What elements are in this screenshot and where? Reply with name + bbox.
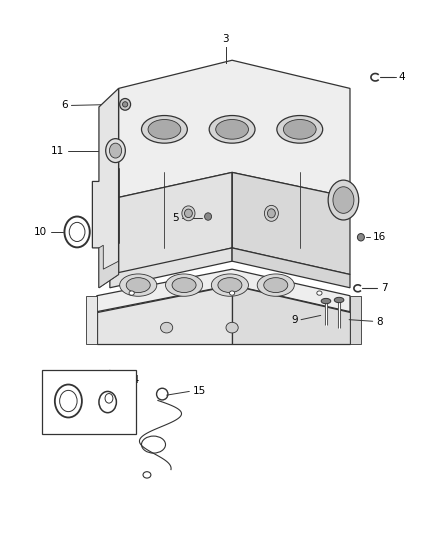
Text: 10: 10 — [33, 227, 46, 237]
Polygon shape — [119, 60, 350, 197]
Ellipse shape — [148, 119, 181, 139]
Polygon shape — [232, 248, 350, 288]
Ellipse shape — [172, 278, 196, 293]
Ellipse shape — [321, 298, 331, 304]
Ellipse shape — [110, 143, 122, 158]
Ellipse shape — [212, 274, 248, 296]
Ellipse shape — [218, 278, 242, 293]
Ellipse shape — [205, 213, 212, 220]
Text: 6: 6 — [62, 100, 68, 110]
Ellipse shape — [184, 209, 192, 217]
Text: 5: 5 — [172, 213, 179, 223]
Ellipse shape — [333, 187, 354, 213]
Text: 7: 7 — [381, 284, 388, 293]
Polygon shape — [97, 285, 232, 344]
Ellipse shape — [123, 102, 128, 107]
Ellipse shape — [357, 233, 364, 241]
Polygon shape — [99, 245, 119, 288]
Text: 9: 9 — [291, 314, 297, 325]
Text: 3: 3 — [222, 34, 229, 44]
Text: 4: 4 — [399, 72, 406, 82]
Text: 11: 11 — [51, 146, 64, 156]
Ellipse shape — [120, 274, 157, 296]
Ellipse shape — [257, 274, 294, 296]
Ellipse shape — [265, 205, 279, 221]
Polygon shape — [92, 88, 119, 288]
Ellipse shape — [120, 99, 131, 110]
Ellipse shape — [166, 274, 203, 296]
Ellipse shape — [277, 116, 323, 143]
Text: 15: 15 — [193, 386, 206, 397]
Ellipse shape — [230, 291, 235, 295]
Text: 16: 16 — [373, 232, 386, 243]
Polygon shape — [119, 172, 232, 274]
Polygon shape — [97, 269, 350, 312]
Polygon shape — [232, 285, 350, 344]
FancyBboxPatch shape — [42, 370, 136, 434]
Ellipse shape — [106, 139, 125, 163]
Ellipse shape — [317, 291, 322, 295]
Ellipse shape — [209, 116, 255, 143]
Ellipse shape — [283, 119, 316, 139]
Ellipse shape — [69, 222, 85, 241]
Ellipse shape — [268, 209, 276, 218]
Ellipse shape — [129, 291, 134, 295]
Text: 14: 14 — [127, 375, 141, 384]
Polygon shape — [350, 296, 361, 344]
Ellipse shape — [226, 322, 238, 333]
Ellipse shape — [264, 278, 288, 293]
Ellipse shape — [141, 116, 187, 143]
Ellipse shape — [160, 322, 173, 333]
Ellipse shape — [126, 278, 150, 293]
Text: 13: 13 — [46, 425, 59, 435]
Ellipse shape — [182, 206, 195, 221]
Polygon shape — [86, 296, 97, 344]
Polygon shape — [232, 172, 350, 274]
Ellipse shape — [216, 119, 248, 139]
Ellipse shape — [334, 297, 344, 303]
Text: 8: 8 — [376, 317, 383, 327]
Ellipse shape — [64, 216, 90, 247]
Ellipse shape — [328, 180, 359, 220]
Polygon shape — [110, 248, 232, 288]
